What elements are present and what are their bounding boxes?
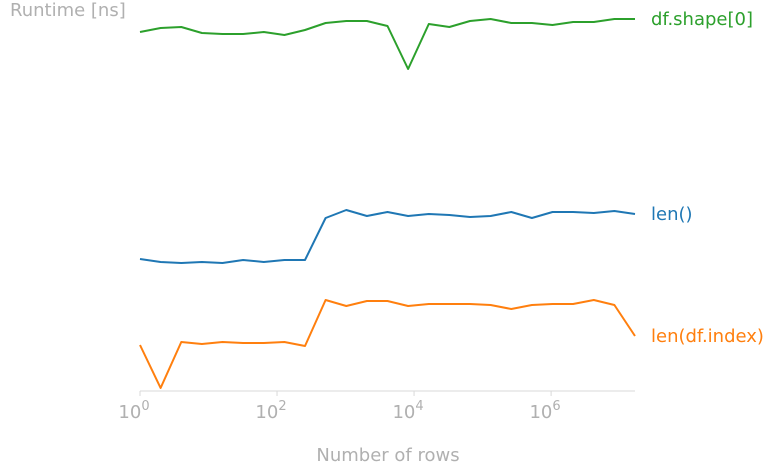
series-line [139,18,635,70]
series-layer: df.shape[0] len() len(df.index) [139,9,764,389]
series-line [139,299,636,389]
y-axis-label: Runtime [ns] [10,0,126,21]
x-axis: 100 102 104 106 [118,390,635,423]
series-line [139,209,636,264]
x-axis-label: Number of rows [316,445,459,466]
series-label: df.shape[0] [651,9,753,30]
x-tick-label: 106 [529,399,560,423]
series-label: len() [651,204,693,225]
x-tick-label: 102 [255,399,286,423]
x-tick-label: 100 [118,399,149,423]
x-tick-label: 104 [392,399,423,423]
series-label: len(df.index) [651,326,764,347]
